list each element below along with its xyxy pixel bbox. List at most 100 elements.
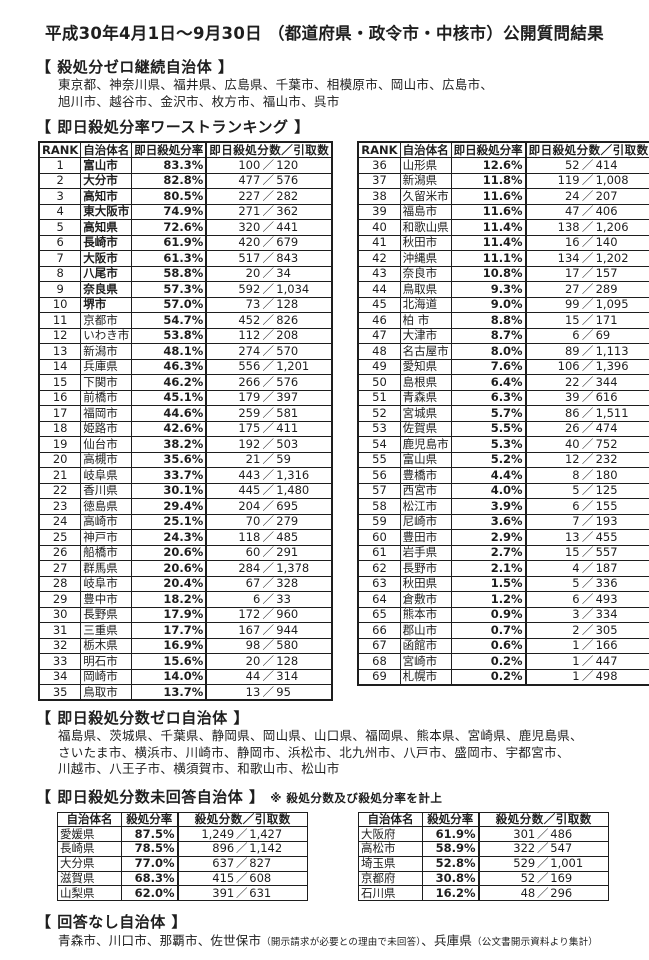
ranking-row: 31 三重県 17.7% 167 ／ 944 xyxy=(38,622,333,639)
no-answer-note: ※ 殺処分数及び殺処分率を計上 xyxy=(270,790,443,805)
municipality-name-cell: 埼玉県 xyxy=(358,855,423,872)
kill-count: 60 xyxy=(245,545,261,560)
intake-count: 485 xyxy=(276,529,299,544)
rate-cell: 8.0% xyxy=(450,343,527,360)
ranking-row: 11 京都市 54.7% 452 ／ 826 xyxy=(38,312,333,329)
ranking-row: 63 秋田県 1.5% 5 ／ 336 xyxy=(357,575,649,592)
fraction-slash: ／ xyxy=(581,359,594,374)
kill-count: 320 xyxy=(238,219,261,234)
municipality-name-cell: 熊本市 xyxy=(399,606,452,623)
municipality-name-cell: 徳島県 xyxy=(80,498,133,515)
fraction-cell: 4 ／ 187 xyxy=(525,560,649,577)
intake-count: 166 xyxy=(595,638,618,653)
column-header-name: 自治体名 xyxy=(399,141,452,158)
rank-cell: 56 xyxy=(357,467,401,484)
rank-cell: 8 xyxy=(38,265,82,282)
intake-count: 447 xyxy=(595,653,618,668)
fraction-slash: ／ xyxy=(236,841,248,856)
intake-count: 843 xyxy=(276,250,299,265)
municipality-name-cell: 八尾市 xyxy=(80,265,133,282)
fraction-cell: 106 ／ 1,396 xyxy=(525,358,649,375)
rank-cell: 69 xyxy=(357,668,401,685)
no-response-text: 青森市、川口市、那覇市、佐世保市 xyxy=(58,933,262,949)
zero-continuing-line: 東京都、神奈川県、福井県、広島県、千葉市、相模原市、岡山市、広島市、 xyxy=(58,77,494,92)
intake-count: 1,113 xyxy=(595,343,629,358)
municipality-name-cell: 長崎市 xyxy=(80,234,133,251)
rate-cell: 0.7% xyxy=(450,622,527,639)
fraction-slash: ／ xyxy=(262,684,275,699)
municipality-name-cell: 長崎県 xyxy=(57,841,122,857)
rank-cell: 53 xyxy=(357,420,401,437)
municipality-name-cell: 富山市 xyxy=(80,157,133,174)
zero-continuing-line: 旭川市、越谷市、金沢市、枚方市、福山市、呉市 xyxy=(58,93,340,109)
municipality-name-cell: 久留米市 xyxy=(399,188,452,205)
rate-cell: 38.2% xyxy=(131,436,208,453)
fraction-slash: ／ xyxy=(581,343,594,358)
intake-count: 187 xyxy=(595,560,618,575)
rate-cell: 8.8% xyxy=(450,312,527,329)
intake-count: 34 xyxy=(276,266,291,281)
fraction-slash: ／ xyxy=(262,281,275,296)
municipality-name-cell: 青森県 xyxy=(399,389,452,406)
table-header-row: RANK 自治体名 即日殺処分率 即日殺処分数／引取数 xyxy=(38,141,333,158)
municipality-name-cell: 和歌山県 xyxy=(399,219,452,236)
fraction-slash: ／ xyxy=(581,173,594,188)
municipality-name-cell: 新潟市 xyxy=(80,343,133,360)
rate-cell: 0.6% xyxy=(450,637,527,654)
municipality-name-cell: 神戸市 xyxy=(80,529,133,546)
fraction-cell: 44 ／ 314 xyxy=(205,668,333,685)
fraction-slash: ／ xyxy=(236,885,248,900)
fraction-slash: ／ xyxy=(581,219,594,234)
intake-count: 328 xyxy=(276,576,299,591)
kill-count: 556 xyxy=(238,359,261,374)
kill-count: 21 xyxy=(245,452,261,467)
intake-count: 282 xyxy=(276,188,299,203)
kill-count: 6 xyxy=(572,591,580,606)
intake-count: 547 xyxy=(550,841,573,856)
rank-cell: 39 xyxy=(357,203,401,220)
rank-cell: 62 xyxy=(357,560,401,577)
rate-cell: 72.6% xyxy=(131,219,208,236)
ranking-row: 27 群馬県 20.6% 284 ／ 1,378 xyxy=(38,560,333,577)
municipality-name-cell: 前橋市 xyxy=(80,389,133,406)
rate-cell: 80.5% xyxy=(131,188,208,205)
municipality-name-cell: 大阪府 xyxy=(358,826,423,843)
intake-count: 679 xyxy=(276,235,299,250)
no-response-list: 青森市、川口市、那覇市、佐世保市（開示請求が必要との理由で未回答）、兵庫県（公文… xyxy=(58,932,649,951)
municipality-name-cell: 山梨県 xyxy=(57,885,122,902)
rank-cell: 37 xyxy=(357,172,401,189)
municipality-name-cell: 船橋市 xyxy=(80,544,133,561)
intake-count: 336 xyxy=(595,576,618,591)
rate-cell: 30.8% xyxy=(422,870,480,887)
no-answer-row: 山梨県 62.0% 391 ／ 631 xyxy=(57,885,308,902)
kill-count: 192 xyxy=(238,436,261,451)
municipality-name-cell: 鹿児島市 xyxy=(399,436,452,453)
zero-count-line: 川越市、八王子市、横須賀市、和歌山市、松山市 xyxy=(58,761,340,776)
intake-count: 334 xyxy=(595,607,618,622)
intake-count: 157 xyxy=(595,266,618,281)
fraction-slash: ／ xyxy=(262,545,275,560)
ranking-row: 28 岐阜市 20.4% 67 ／ 328 xyxy=(38,575,333,592)
zero-count-line: さいたま市、横浜市、川崎市、静岡市、浜松市、北九州市、八戸市、盛岡市、宇都宮市、 xyxy=(58,744,570,760)
fraction-slash: ／ xyxy=(262,498,275,513)
fraction-slash: ／ xyxy=(262,157,275,172)
fraction-cell: 204 ／ 695 xyxy=(205,498,333,515)
fraction-cell: 3 ／ 334 xyxy=(525,606,649,623)
ranking-row: 1 富山市 83.3% 100 ／ 120 xyxy=(38,157,333,174)
ranking-table-right: RANK 自治体名 即日殺処分率 即日殺処分数／引取数 36 山形県 12.6% 52 ／ 414… xyxy=(357,141,649,686)
section-heading-zero-continuing: 【 殺処分ゼロ継続自治体 】 xyxy=(36,58,234,76)
rank-cell: 68 xyxy=(357,653,401,670)
intake-count: 1,511 xyxy=(595,405,629,420)
municipality-name-cell: 石川県 xyxy=(358,885,423,902)
kill-count: 443 xyxy=(238,467,261,482)
intake-count: 1,008 xyxy=(595,173,629,188)
rate-cell: 0.2% xyxy=(450,668,527,685)
column-header-rank: RANK xyxy=(38,141,82,158)
fraction-slash: ／ xyxy=(262,390,275,405)
kill-count: 8 xyxy=(572,467,580,482)
intake-count: 576 xyxy=(276,173,299,188)
rate-cell: 25.1% xyxy=(131,513,208,530)
kill-count: 100 xyxy=(238,157,261,172)
rank-cell: 42 xyxy=(357,250,401,267)
rate-cell: 10.8% xyxy=(450,265,527,282)
